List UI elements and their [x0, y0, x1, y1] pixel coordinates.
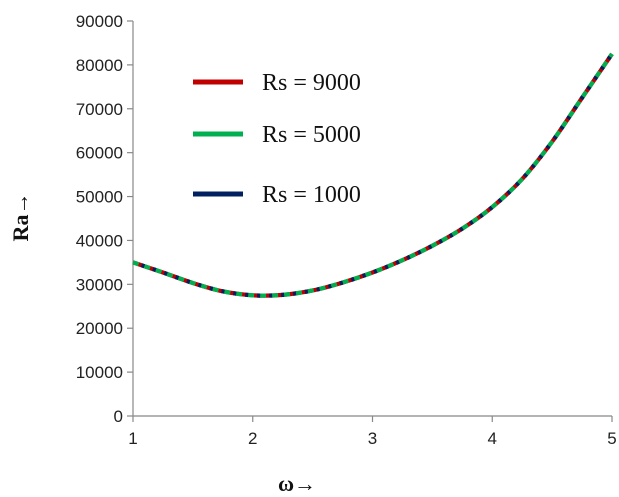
x-tick-label: 1 [128, 429, 137, 448]
y-tick-label: 80000 [76, 56, 123, 75]
x-axis-title: ω→ [278, 471, 316, 496]
series-line [132, 52, 614, 298]
series-lines [132, 52, 614, 298]
y-tick-label: 60000 [76, 144, 123, 163]
x-tick-label: 3 [368, 429, 377, 448]
series-line [132, 52, 614, 298]
y-axis-ticks: 0 10000 20000 30000 40000 50000 60000 70000 8000… [76, 12, 133, 426]
y-tick-label: 40000 [76, 231, 123, 250]
x-tick-label: 4 [488, 429, 497, 448]
y-axis-title: Ra→ [8, 193, 33, 242]
y-tick-label: 10000 [76, 363, 123, 382]
legend: Rs = 9000 Rs = 5000 Rs = 1000 [193, 70, 361, 208]
legend-label: Rs = 5000 [262, 122, 361, 148]
y-tick-label: 20000 [76, 319, 123, 338]
legend-label: Rs = 9000 [262, 70, 361, 96]
y-tick-label: 50000 [76, 188, 123, 207]
x-axis-ticks: 1 2 3 4 5 [128, 416, 617, 448]
y-tick-label: 0 [114, 407, 123, 426]
y-tick-label: 70000 [76, 100, 123, 119]
legend-label: Rs = 1000 [262, 182, 361, 208]
series-line [132, 52, 614, 298]
y-tick-label: 30000 [76, 275, 123, 294]
y-tick-label: 90000 [76, 12, 123, 31]
x-tick-label: 5 [607, 429, 616, 448]
x-tick-label: 2 [248, 429, 257, 448]
